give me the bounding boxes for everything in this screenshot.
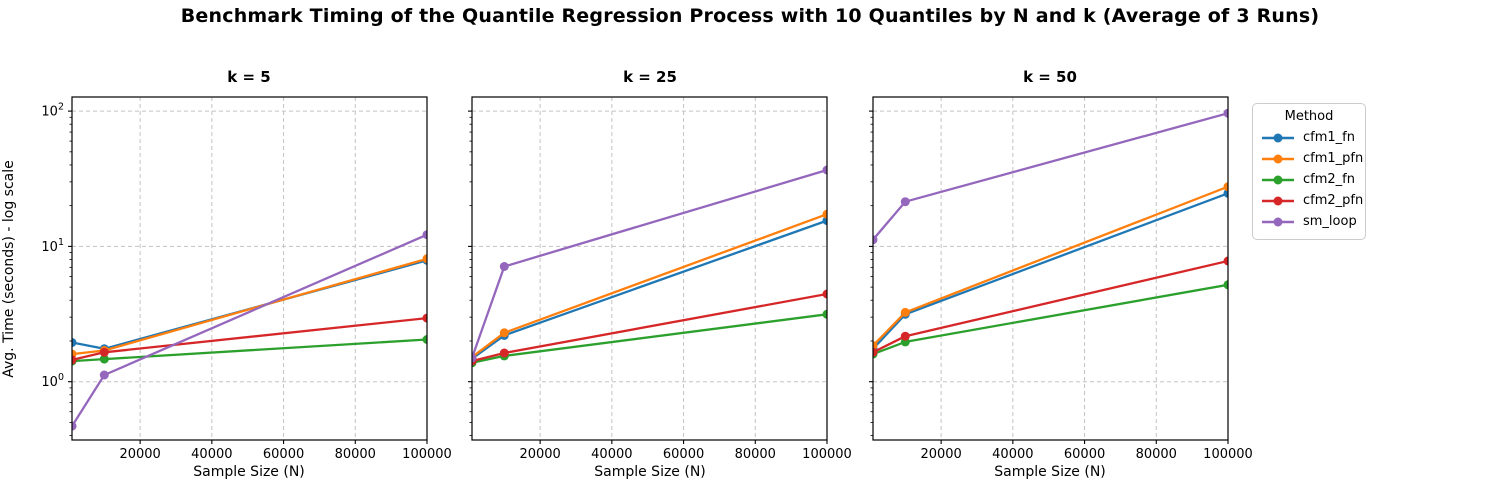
x-tick-label: 80000 <box>1136 447 1177 462</box>
y-tick-label: 102 <box>41 102 64 120</box>
legend: Method cfm1_fn cfm1_pfn cfm2_fn cfm2_pfn sm_… <box>1252 103 1366 240</box>
sm_loop-marker <box>72 421 77 431</box>
cfm1_pfn-marker <box>822 209 827 219</box>
cfm2_pfn-marker <box>422 313 427 323</box>
cfm1_pfn-marker <box>1223 182 1228 192</box>
x-axis-label-1: Sample Size (N) <box>193 464 305 480</box>
sm_loop-line <box>873 112 1228 241</box>
legend-entry-cfm1_pfn: cfm1_pfn <box>1261 148 1363 169</box>
x-tick-label: 80000 <box>335 447 376 462</box>
sm_loop-marker <box>1223 108 1228 118</box>
cfm1_pfn-marker <box>873 341 878 351</box>
x-axis-label-2: Sample Size (N) <box>594 464 706 480</box>
sm_loop-marker <box>472 353 477 363</box>
cfm1_pfn-line <box>72 257 427 356</box>
cfm2_pfn-marker <box>822 289 827 299</box>
subplot-k=25: 20000 40000 60000 80000 100000 <box>468 96 852 462</box>
cfm2_pfn-marker <box>499 348 509 358</box>
series-group <box>472 165 827 368</box>
legend-label-cfm2_fn: cfm2_fn <box>1303 172 1355 187</box>
cfm2_pfn-marker <box>1223 256 1228 266</box>
cfm1_pfn-marker <box>422 254 427 264</box>
cfm2_pfn-line <box>72 316 427 362</box>
figure-title: Benchmark Timing of the Quantile Regress… <box>180 5 1320 27</box>
cfm1_pfn-line <box>472 213 827 359</box>
sm_loop-marker <box>900 197 910 207</box>
sm_loop-marker <box>99 370 109 380</box>
cfm1_pfn-marker <box>499 328 509 338</box>
sm_loop-line <box>72 233 427 427</box>
legend-entry-cfm2_pfn: cfm2_pfn <box>1261 190 1363 211</box>
legend-swatch-cfm1_pfn <box>1262 154 1294 163</box>
x-tick-label: 20000 <box>920 447 961 462</box>
subplot-title-k25: k = 25 <box>623 68 677 86</box>
x-tick-label: 20000 <box>119 447 160 462</box>
cfm2_fn-marker <box>822 309 827 319</box>
axes-frame <box>71 96 428 441</box>
x-axis-label-3: Sample Size (N) <box>994 464 1106 480</box>
sm_loop-marker <box>873 235 878 245</box>
x-tick-label: 60000 <box>663 447 704 462</box>
cfm1_pfn-line <box>873 185 1228 347</box>
legend-title: Method <box>1284 109 1334 124</box>
x-tick-label: 60000 <box>263 447 304 462</box>
x-tick-label: 40000 <box>191 447 232 462</box>
y-tick-label: 100 <box>41 372 64 390</box>
legend-label-cfm1_pfn: cfm1_pfn <box>1303 151 1364 166</box>
series-group <box>72 230 427 431</box>
cfm2_pfn-marker <box>900 331 910 341</box>
x-tick-label: 100000 <box>402 447 452 462</box>
subplot-k=50: 20000 40000 60000 80000 100000 <box>869 96 1253 462</box>
sm_loop-marker <box>422 230 427 240</box>
cfm2_fn-line <box>873 283 1228 356</box>
y-tick-label: 101 <box>41 237 64 255</box>
legend-swatch-cfm2_pfn <box>1262 196 1294 205</box>
legend-entry-sm_loop: sm_loop <box>1261 211 1357 232</box>
legend-swatch-sm_loop <box>1262 217 1294 226</box>
cfm2_pfn-marker <box>873 347 878 357</box>
cfm2_fn-line <box>472 313 827 364</box>
sm_loop-line <box>472 168 827 359</box>
x-tick-label: 40000 <box>591 447 632 462</box>
subplot-k=5: 20000 40000 60000 80000 100000 100 101 102 <box>41 96 452 462</box>
sm_loop-marker <box>499 262 509 271</box>
x-tick-label: 20000 <box>519 447 560 462</box>
subplot-title-k50: k = 50 <box>1023 68 1077 86</box>
legend-entries: cfm1_fn cfm1_pfn cfm2_fn cfm2_pfn sm_loop <box>1261 127 1363 232</box>
cfm1_fn-marker <box>72 338 77 347</box>
x-tick-label: 40000 <box>992 447 1033 462</box>
legend-label-cfm1_fn: cfm1_fn <box>1303 130 1355 145</box>
legend-label-sm_loop: sm_loop <box>1303 214 1357 229</box>
legend-swatch-cfm2_fn <box>1262 175 1294 184</box>
cfm2_pfn-marker <box>72 355 77 365</box>
axes-frame <box>471 96 828 441</box>
legend-label-cfm2_pfn: cfm2_pfn <box>1303 193 1364 208</box>
legend-entry-cfm2_fn: cfm2_fn <box>1261 169 1357 190</box>
subplot-title-k5: k = 5 <box>227 68 271 86</box>
cfm2_fn-marker <box>99 354 109 364</box>
legend-swatch-cfm1_fn <box>1262 133 1294 142</box>
x-tick-label: 100000 <box>802 447 852 462</box>
x-tick-label: 80000 <box>735 447 776 462</box>
x-tick-label: 100000 <box>1203 447 1253 462</box>
series-group <box>873 108 1228 359</box>
cfm2_pfn-marker <box>99 347 109 357</box>
sm_loop-marker <box>822 165 827 175</box>
x-tick-label: 60000 <box>1064 447 1105 462</box>
cfm1_pfn-marker <box>900 307 910 317</box>
cfm1_fn-line <box>873 192 1228 350</box>
cfm2_fn-marker <box>422 335 427 344</box>
axes-frame <box>872 96 1229 441</box>
cfm2_fn-marker <box>1223 280 1228 290</box>
y-axis-label: Avg. Time (seconds) - log scale <box>1 160 17 378</box>
legend-entry-cfm1_fn: cfm1_fn <box>1261 127 1357 148</box>
